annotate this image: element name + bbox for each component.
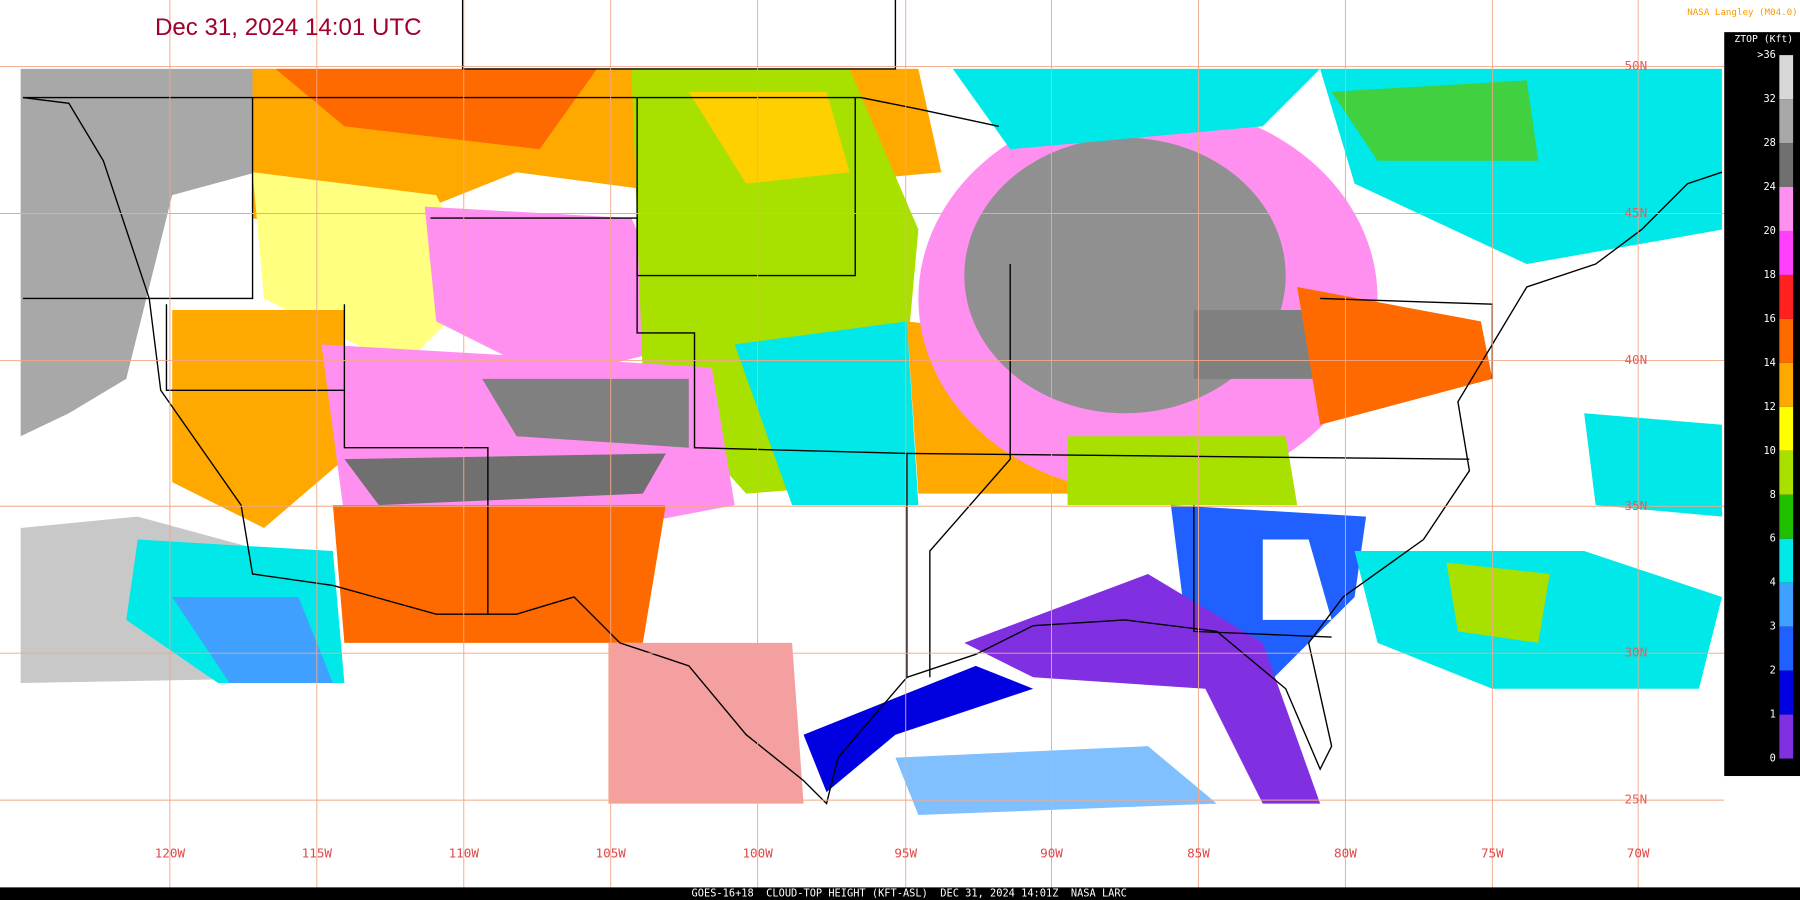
graticule: 120W 115W 110W 105W 100W 95W 90W 85W 80W 75W 70W 50… [0, 0, 1725, 888]
latitude-label: 40N [1624, 352, 1647, 367]
longitude-label: 85W [1187, 846, 1210, 861]
colorbar-label: 2 [1770, 665, 1776, 677]
latitude-label: 45N [1624, 205, 1647, 220]
longitude-label: 115W [302, 846, 333, 861]
colorbar-label: 1 [1770, 709, 1776, 721]
border-line [906, 452, 1470, 460]
colorbar-swatch [1779, 538, 1794, 583]
latitude-label: 50N [1624, 58, 1647, 73]
map-title: Dec 31, 2024 14:01 UTC [155, 14, 422, 41]
cloud-pink [424, 206, 689, 379]
colorbar-label: 3 [1770, 621, 1776, 633]
colorbar-swatch [1779, 318, 1794, 363]
colorbar-swatch [1779, 274, 1794, 319]
longitude-label: 90W [1040, 846, 1063, 861]
cloud-green [1331, 80, 1539, 161]
longitude-label: 70W [1627, 846, 1650, 861]
border-line [22, 97, 254, 300]
cloud-orange [172, 309, 345, 529]
border-line [1193, 505, 1332, 638]
cloud-green [1067, 436, 1298, 506]
credit: NASA Langley (M04.0) [1687, 7, 1797, 18]
colorbar-label: 0 [1770, 753, 1776, 765]
colorbar-label: 10 [1763, 445, 1775, 457]
colorbar-title: ZTOP (Kft) [1734, 34, 1793, 45]
cloud-green [1446, 562, 1550, 643]
border-line [929, 264, 1011, 678]
colorbar-label: 16 [1763, 313, 1775, 325]
cloud-red [332, 505, 666, 643]
border-line [430, 97, 856, 277]
colorbar-swatch [1779, 362, 1794, 407]
border-line [22, 96, 999, 127]
longitude-label: 95W [894, 846, 917, 861]
cloud-cyan [734, 321, 919, 506]
border-line [343, 304, 489, 615]
longitude-label: 110W [449, 846, 480, 861]
cloud-gray [20, 68, 299, 437]
cloud-field [20, 68, 1722, 816]
cloud-red [275, 68, 597, 150]
cloud-cyan [1584, 413, 1722, 517]
cloud-lightblue [895, 746, 1217, 816]
colorbar-label: 32 [1763, 93, 1775, 105]
colorbar-swatch [1779, 143, 1794, 188]
longitude-label: 80W [1334, 846, 1357, 861]
longitude-label: 120W [155, 846, 186, 861]
colorbar-swatch [1779, 99, 1794, 144]
colorbar-label: 4 [1770, 577, 1776, 589]
colorbar-swatch [1779, 187, 1794, 231]
cloud-gray [482, 378, 689, 448]
colorbar-swatch [1779, 450, 1794, 495]
clear-sky [1262, 539, 1332, 620]
border-line [165, 304, 345, 391]
colorbar-swatch [1779, 230, 1794, 275]
colorbar-swatch [1779, 406, 1794, 451]
cloud-pink [608, 642, 804, 804]
colorbar-label: 12 [1763, 401, 1775, 413]
colorbar-swatch [1779, 670, 1794, 715]
colorbar-label: 18 [1763, 269, 1775, 281]
longitude-label: 100W [742, 846, 773, 861]
footer-bar [0, 887, 1800, 900]
cloud-gray [344, 453, 666, 506]
colorbar-label: >36 [1757, 49, 1776, 61]
colorbar-label: 14 [1763, 357, 1775, 369]
colorbar-label: 20 [1763, 225, 1775, 237]
latitude-label: 30N [1624, 645, 1647, 660]
colorbar-swatch [1779, 626, 1794, 671]
footer: GOES-16+18 CLOUD-TOP HEIGHT (KFT-ASL) DE… [692, 888, 1127, 900]
colorbar-swatch [1779, 582, 1794, 627]
cloud-violet [964, 573, 1321, 804]
cloud-yellow [688, 91, 850, 184]
colorbar-label: 8 [1770, 489, 1776, 501]
coastline [22, 96, 1723, 805]
borders [22, 0, 1723, 805]
cloud-cyan [952, 68, 1321, 150]
colorbar-swatch [1779, 714, 1794, 759]
longitude-label: 75W [1481, 846, 1504, 861]
colorbar-label: 6 [1770, 533, 1776, 545]
border-line [636, 97, 908, 678]
colorbar-label: 24 [1763, 181, 1775, 193]
cloud-blue [172, 596, 333, 684]
cloud-gray [1193, 309, 1321, 379]
latitude-label: 25N [1624, 792, 1647, 807]
longitude-label: 105W [596, 846, 627, 861]
colorbar-swatch [1779, 55, 1794, 100]
cloud-red [1297, 286, 1493, 425]
colorbar-swatch [1779, 494, 1794, 539]
border-line [461, 0, 897, 70]
latitude-label: 35N [1624, 498, 1647, 513]
colorbar-label: 28 [1763, 137, 1775, 149]
cloud-darkblue [803, 665, 1034, 793]
